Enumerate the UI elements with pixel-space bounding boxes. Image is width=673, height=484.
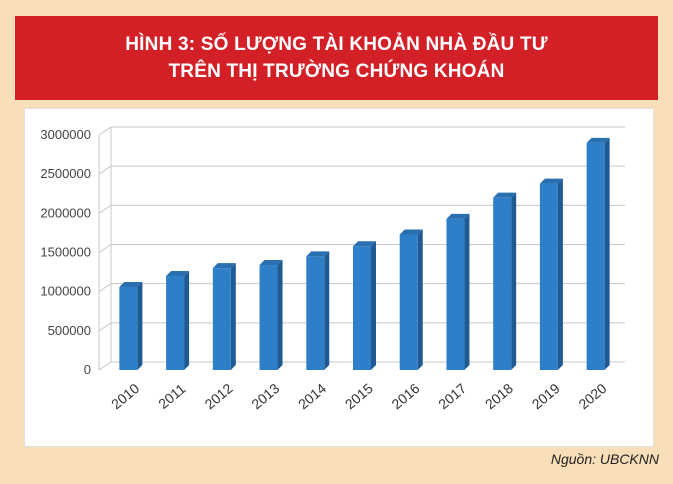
bar bbox=[586, 142, 605, 370]
bar-side bbox=[371, 241, 376, 370]
y-tick-label: 2500000 bbox=[40, 166, 91, 181]
bar-side bbox=[511, 192, 517, 370]
bar-top bbox=[353, 241, 376, 247]
bar-side bbox=[137, 281, 143, 370]
bar bbox=[399, 234, 418, 370]
bar bbox=[119, 286, 138, 370]
bar bbox=[353, 246, 371, 370]
y-tick-label: 2000000 bbox=[40, 205, 91, 220]
bar bbox=[539, 183, 558, 370]
bar-side bbox=[464, 213, 470, 370]
chart-title-line-1: HÌNH 3: SỐ LƯỢNG TÀI KHOẢN NHÀ ĐẦU TƯ bbox=[125, 34, 548, 55]
bar bbox=[259, 265, 278, 370]
bar-top bbox=[306, 251, 330, 257]
bar-side bbox=[230, 263, 236, 370]
y-tick-label: 500000 bbox=[48, 323, 91, 338]
bar-top bbox=[399, 229, 423, 235]
x-tick-label: 2015 bbox=[342, 380, 376, 412]
y-tick-label: 3000000 bbox=[40, 127, 91, 142]
bar-top bbox=[119, 281, 143, 287]
gridline bbox=[98, 165, 625, 175]
x-tick-label: 2017 bbox=[435, 380, 469, 412]
chart-title-band: HÌNH 3: SỐ LƯỢNG TÀI KHOẢN NHÀ ĐẦU TƯ TR… bbox=[15, 16, 658, 100]
x-tick-label: 2012 bbox=[202, 380, 236, 412]
x-tick-label: 2020 bbox=[575, 380, 609, 412]
bar-side bbox=[604, 137, 610, 370]
bar bbox=[493, 197, 512, 370]
x-tick-label: 2010 bbox=[108, 380, 142, 412]
x-tick-label: 2019 bbox=[529, 380, 563, 412]
bar bbox=[446, 218, 465, 370]
chart-title-line-2: TRÊN THỊ TRƯỜNG CHỨNG KHOÁN bbox=[168, 61, 505, 82]
source-note: Nguồn: UBCKNN bbox=[550, 451, 659, 467]
x-tick-label: 2014 bbox=[295, 380, 329, 412]
gridline bbox=[98, 126, 625, 136]
chart-panel: 0 500000 1000000 1500000 2000000 2500000 30000… bbox=[24, 108, 654, 447]
x-tick-label: 2018 bbox=[482, 380, 516, 412]
bar-side bbox=[324, 251, 330, 370]
x-tick-label: 2016 bbox=[388, 380, 422, 412]
bar-side bbox=[277, 260, 283, 370]
bar-top bbox=[493, 192, 517, 198]
bar-top bbox=[586, 137, 610, 143]
bar-top bbox=[259, 260, 283, 266]
y-tick-label: 1000000 bbox=[40, 284, 91, 299]
bar-top bbox=[166, 271, 190, 276]
bar bbox=[166, 276, 185, 370]
bar-top bbox=[446, 213, 470, 219]
bar bbox=[212, 268, 231, 370]
bar-chart: 0 500000 1000000 1500000 2000000 2500000 30000… bbox=[40, 126, 625, 412]
bar-side bbox=[557, 178, 563, 370]
y-tick-label: 0 bbox=[84, 362, 91, 377]
bar-side bbox=[417, 229, 423, 370]
x-tick-label: 2013 bbox=[248, 380, 282, 412]
bar-side bbox=[184, 271, 190, 370]
bar-top bbox=[539, 178, 563, 184]
bar-top bbox=[212, 263, 236, 269]
bar bbox=[306, 256, 325, 370]
y-tick-label: 1500000 bbox=[40, 245, 91, 260]
x-tick-label: 2011 bbox=[155, 380, 189, 412]
